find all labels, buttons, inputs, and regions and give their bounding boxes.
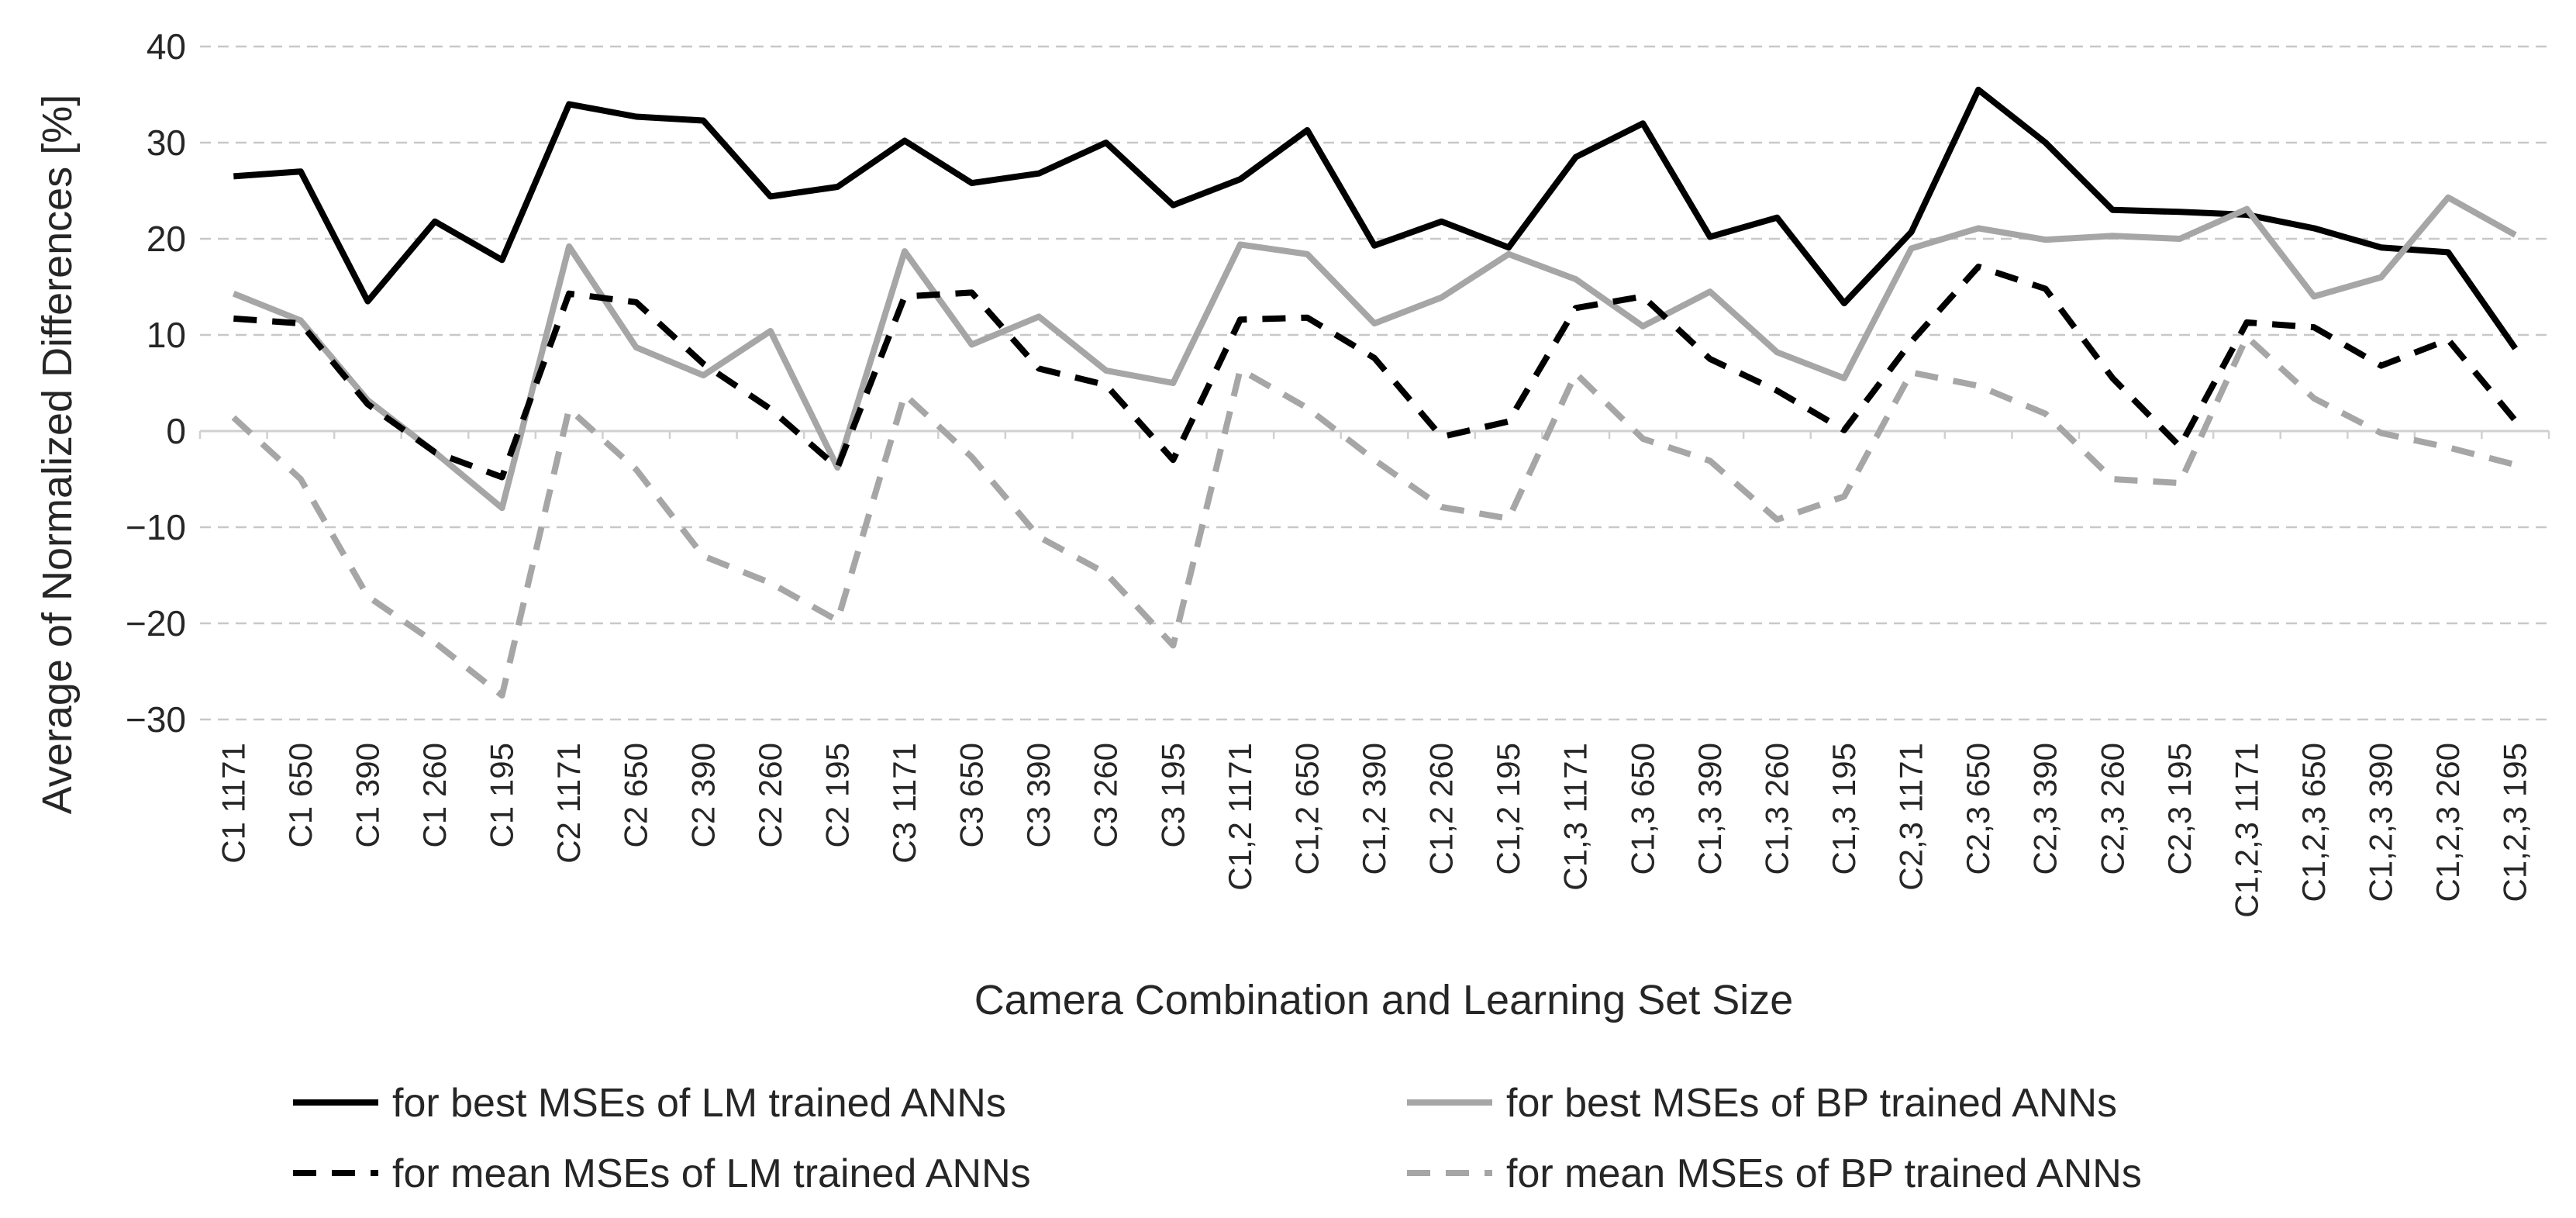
series-lines [231,86,2518,699]
x-tick-label: C3 260 [1088,743,1124,847]
x-tick-label: C1 650 [282,743,319,847]
x-tick-label: C1 1171 [215,743,251,864]
x-tick-label: C1,2,3 650 [2295,743,2332,902]
y-tick-label: 10 [147,315,186,355]
x-tick-label: C2 260 [752,743,788,847]
series-line-for-best-mses-of-lm-trained-anns [233,86,2518,350]
x-tick-label: C1,2,3 260 [2429,743,2466,902]
x-tick-label: C2,3 195 [2161,743,2198,875]
x-tick-label: C1,2,3 1171 [2228,743,2264,918]
x-tick-label: C2 390 [685,743,721,847]
y-tick-label: −20 [126,603,186,644]
y-axis-title: Average of Normalized Differences [%] [34,95,81,814]
y-axis-ticks: −30 −20 −10 0 10 20 30 40 [126,26,186,740]
x-tick-label: C1 260 [416,743,453,847]
x-tick-label: C2,3 650 [1960,743,1996,875]
legend-label-for-mean-mses-of-lm-trained-anns: for mean MSEs of LM trained ANNs [392,1151,1031,1196]
x-tick-label: C1,2,3 195 [2497,743,2533,902]
x-tick-label: C2,3 1171 [1893,743,1929,891]
x-tick-label: C3 1171 [886,743,922,864]
x-tick-label: C1,2 195 [1490,743,1526,875]
y-tick-label: 0 [166,411,186,451]
x-tick-label: C1,3 195 [1826,743,1862,875]
x-tick-label: C3 390 [1020,743,1057,847]
x-tick-label: C3 650 [953,743,990,847]
x-tick-label: C1,2,3 390 [2363,743,2399,902]
x-tick-label: C1,3 650 [1624,743,1660,875]
x-tick-label: C2,3 260 [2094,743,2130,875]
x-tick-label: C1,2 1171 [1222,743,1258,891]
x-tick-label: C2 195 [819,743,855,847]
x-tick-label: C1,3 260 [1758,743,1795,875]
x-tick-label: C1,2 260 [1423,743,1460,875]
x-tick-label: C1,3 390 [1691,743,1728,875]
legend-label-for-best-mses-of-lm-trained-anns: for best MSEs of LM trained ANNs [392,1081,1006,1126]
x-tick-label: C2,3 390 [2027,743,2064,875]
x-axis-ticks: C1 1171 C1 650 C1 390 C1 260 C1 195 C2 1171 C2… [198,431,2550,918]
y-tick-label: −30 [126,699,186,740]
x-tick-label: C1,2 390 [1356,743,1392,875]
legend-label-for-mean-mses-of-bp-trained-anns: for mean MSEs of BP trained ANNs [1506,1151,2142,1196]
series-line-for-mean-mses-of-lm-trained-anns [233,264,2518,481]
legend-label-for-best-mses-of-bp-trained-anns: for best MSEs of BP trained ANNs [1506,1081,2117,1126]
x-tick-label: C2 650 [618,743,654,847]
x-tick-label: C2 1171 [550,743,587,864]
x-axis-title: Camera Combination and Learning Set Size [974,977,1794,1023]
x-tick-label: C1 195 [484,743,520,847]
x-tick-label: C1 390 [349,743,385,847]
y-tick-label: 40 [147,26,186,67]
y-tick-label: 30 [147,122,186,163]
x-tick-label: C1,3 1171 [1557,743,1594,891]
x-tick-label: C1,2 650 [1288,743,1325,875]
series-line-for-best-mses-of-bp-trained-anns [232,194,2517,512]
series-line-for-mean-mses-of-bp-trained-anns [231,333,2516,699]
legend: for best MSEs of LM trained ANNs for best… [293,1081,2142,1196]
x-tick-label: C3 195 [1154,743,1191,847]
y-tick-label: 20 [147,219,186,259]
y-tick-label: −10 [126,507,186,547]
